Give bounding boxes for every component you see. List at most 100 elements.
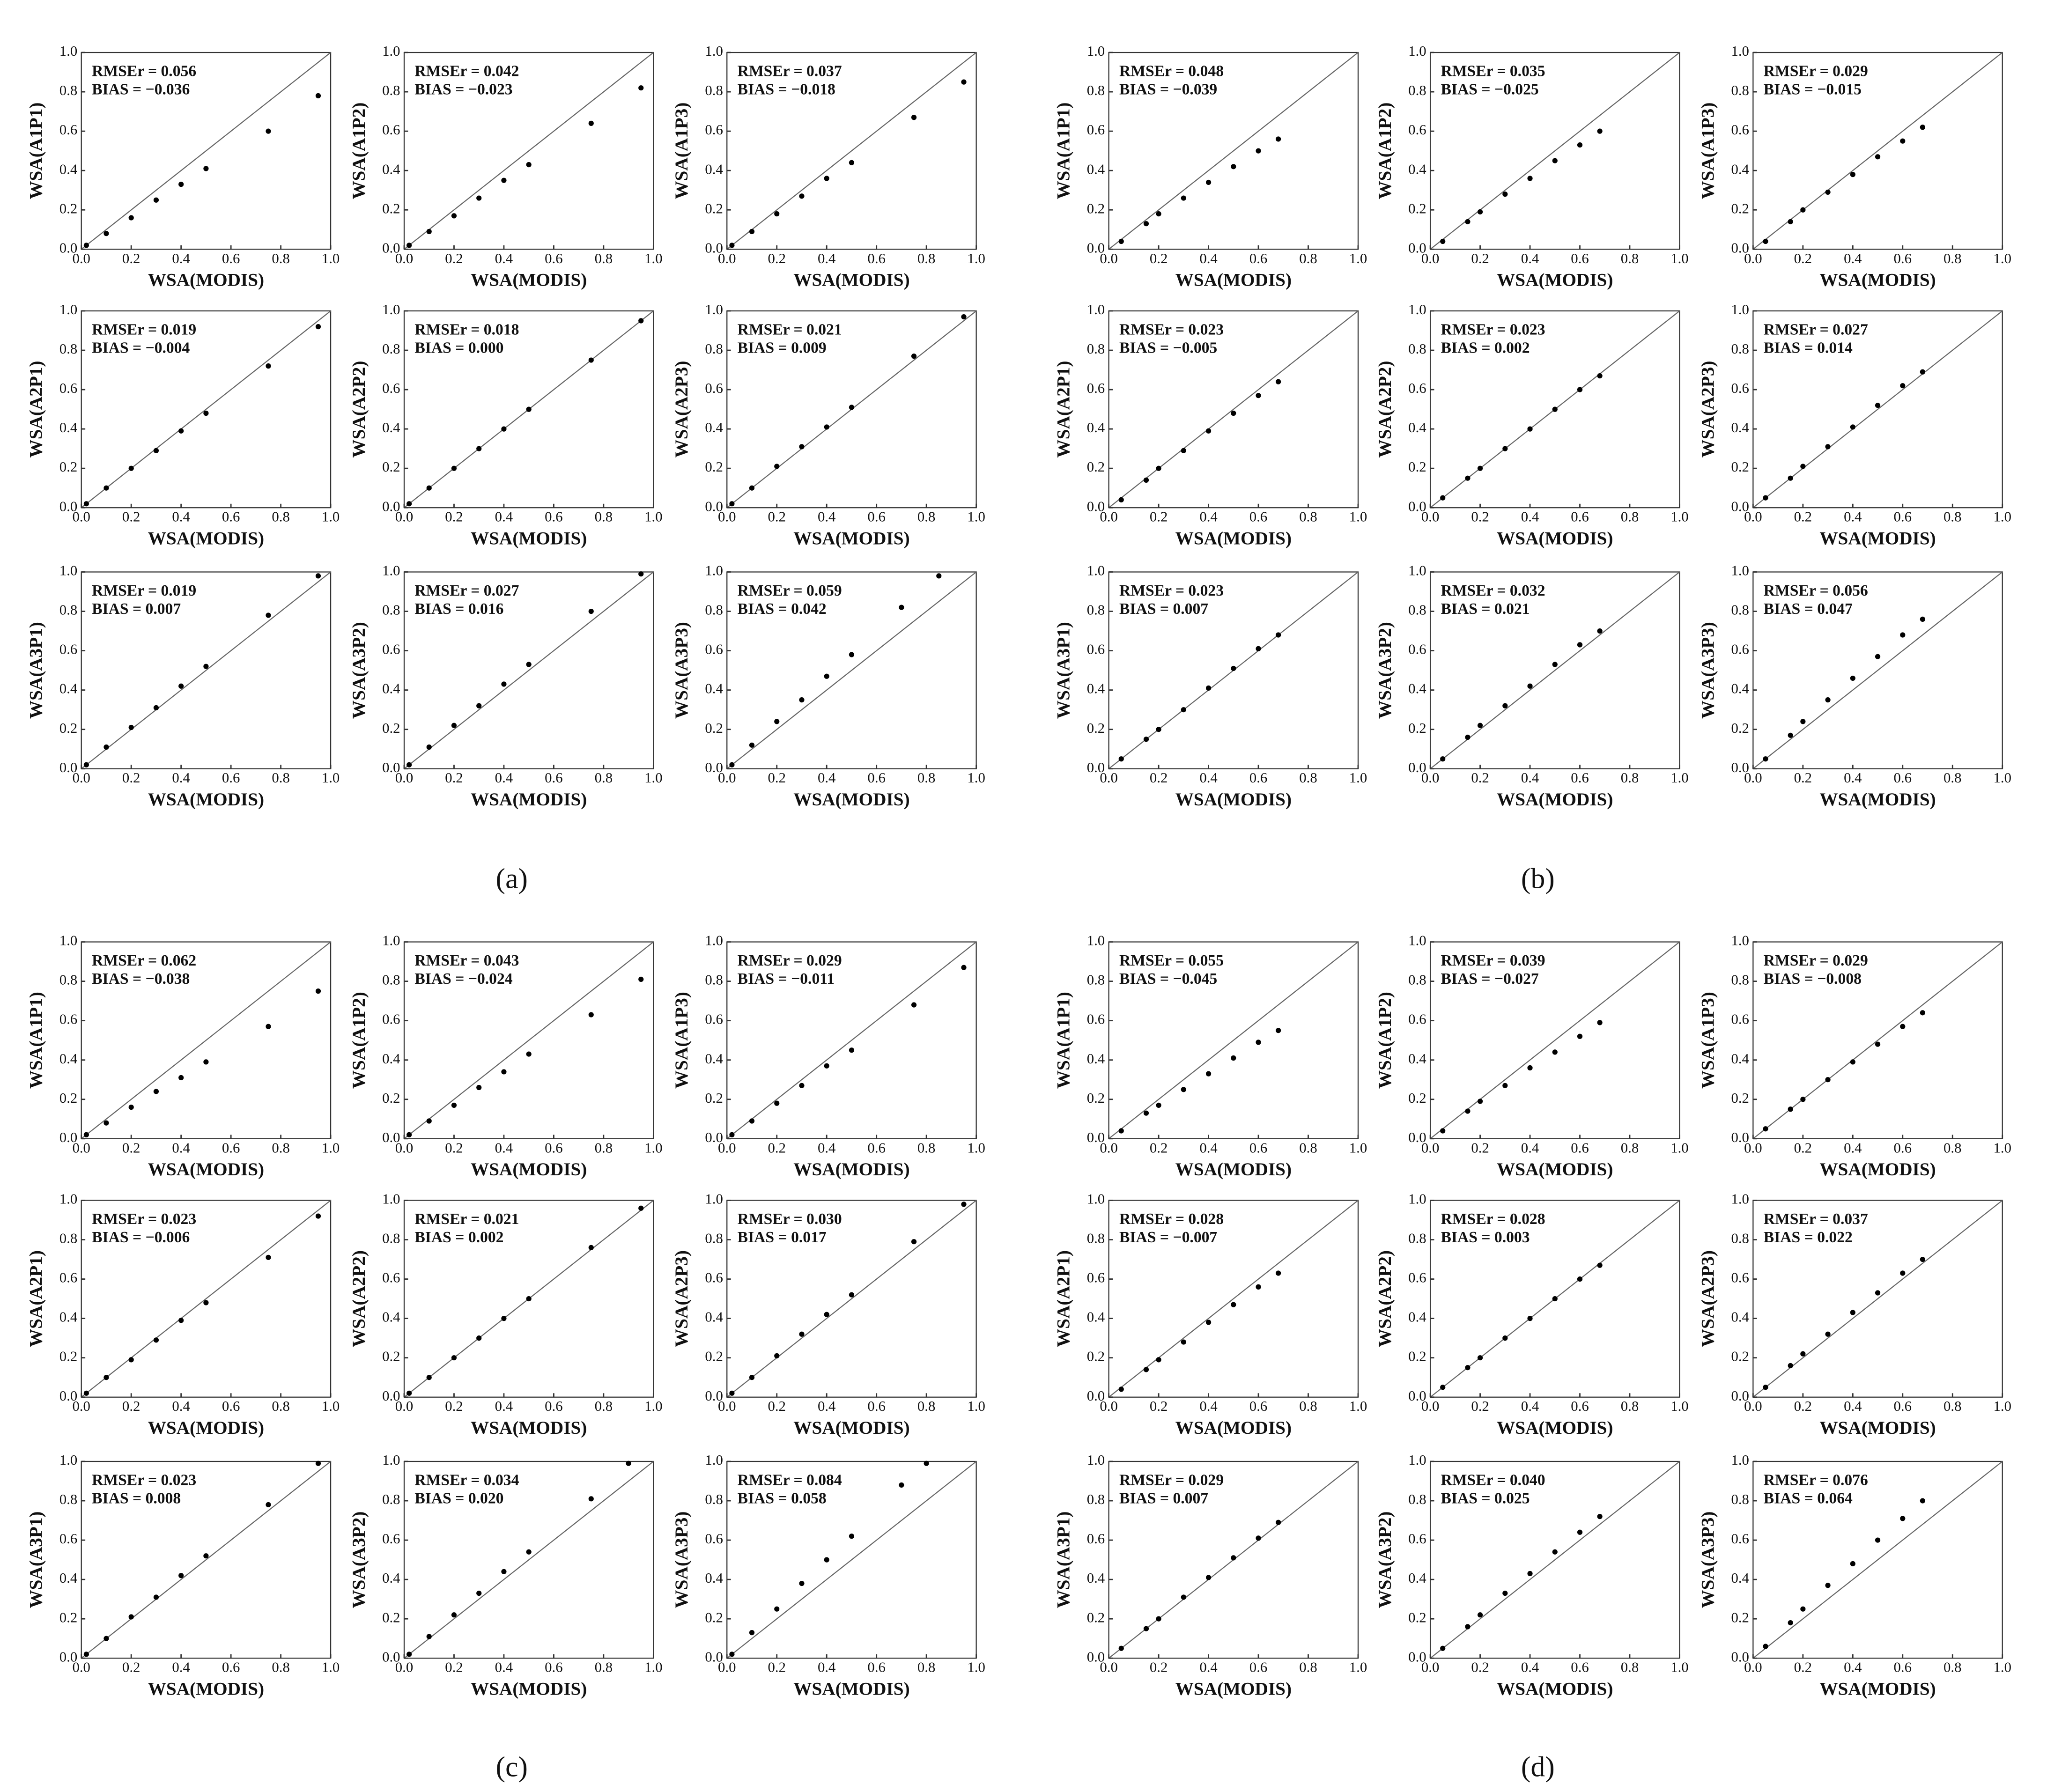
point (451, 723, 457, 728)
y-tick-label: 0.8 (59, 1491, 78, 1507)
y-tick-label: 1.0 (59, 43, 78, 59)
x-tick-label: 0.4 (495, 509, 513, 525)
subplot: 0.0 0.2 0.4 0.6 0.8 1.0 0.0 0.2 0.4 0.6 0.8 1.0 WSA(… (349, 302, 663, 549)
point (103, 485, 109, 491)
y-tick-label: 0.2 (1087, 1609, 1105, 1625)
x-tick-label: 0.4 (172, 1659, 190, 1675)
point (178, 683, 184, 689)
point (1920, 1010, 1925, 1016)
point (899, 1482, 904, 1488)
y-tick-label: 0.0 (1087, 240, 1105, 256)
y-tick-label: 0.2 (1408, 200, 1426, 216)
x-tick-label: 0.2 (1150, 1140, 1168, 1156)
x-tick-label: 0.6 (867, 1140, 886, 1156)
identity-line (404, 941, 654, 1139)
y-tick-label: 0.0 (382, 240, 400, 256)
point (1465, 1365, 1471, 1371)
stat-annotation: RMSEr = 0.023 (1119, 321, 1224, 338)
y-tick-label: 0.6 (1087, 1531, 1105, 1547)
x-tick-label: 0.4 (1199, 770, 1218, 786)
x-tick-label: 0.0 (72, 1140, 90, 1156)
point (774, 1353, 780, 1359)
point (315, 324, 321, 330)
point (1440, 756, 1446, 762)
y-tick-label: 0.2 (705, 1349, 723, 1364)
point (1825, 444, 1831, 450)
y-tick-label: 0.2 (59, 459, 78, 475)
point (1502, 1083, 1508, 1088)
x-axis-label: WSA(MODIS) (793, 789, 909, 810)
y-tick-label: 1.0 (1087, 563, 1105, 579)
stat-annotation: RMSEr = 0.023 (92, 1210, 196, 1228)
point (1231, 1555, 1236, 1561)
point (1256, 1040, 1261, 1045)
point (1118, 497, 1124, 503)
x-axis-label: WSA(MODIS) (471, 529, 587, 549)
y-tick-label: 0.4 (59, 1570, 78, 1586)
point (1597, 1262, 1603, 1268)
point (824, 1557, 829, 1563)
x-tick-label: 0.0 (1100, 770, 1118, 786)
y-tick-label: 1.0 (382, 302, 400, 317)
point (1276, 379, 1281, 384)
x-tick-label: 0.0 (72, 251, 90, 266)
x-tick-label: 1.0 (644, 251, 663, 266)
point (749, 229, 755, 235)
point (1527, 1065, 1533, 1071)
point (1276, 1519, 1281, 1525)
identity-line (726, 1461, 977, 1659)
y-tick-label: 0.0 (1408, 240, 1426, 256)
x-tick-label: 0.0 (718, 770, 736, 786)
point (1850, 1059, 1855, 1065)
x-tick-label: 0.0 (1421, 770, 1440, 786)
x-tick-label: 0.8 (917, 770, 936, 786)
y-tick-label: 0.4 (1731, 161, 1749, 177)
subplot: 0.0 0.2 0.4 0.6 0.8 1.0 0.0 0.2 0.4 0.6 0.8 1.0 WSA(… (1054, 43, 1367, 290)
point (178, 428, 184, 434)
point (961, 965, 967, 970)
y-axis-label: WSA(A2P3) (1698, 361, 1718, 458)
x-tick-label: 0.6 (222, 1398, 240, 1414)
x-axis-label: WSA(MODIS) (1175, 1418, 1292, 1438)
subplot: 0.0 0.2 0.4 0.6 0.8 1.0 0.0 0.2 0.4 0.6 0.8 1.0 WSA(… (1375, 1452, 1689, 1699)
y-tick-label: 0.8 (1731, 972, 1749, 988)
point (1156, 1357, 1161, 1363)
point (1118, 1645, 1124, 1651)
point (1156, 1102, 1161, 1108)
point (103, 1120, 109, 1126)
point (1552, 1296, 1558, 1302)
x-tick-label: 0.6 (1571, 509, 1589, 525)
x-tick-label: 1.0 (644, 770, 663, 786)
y-tick-label: 0.2 (1408, 459, 1426, 475)
x-axis-label: WSA(MODIS) (1175, 789, 1292, 810)
y-axis-label: WSA(A1P1) (1054, 103, 1074, 199)
x-tick-label: 1.0 (644, 1398, 663, 1414)
y-tick-label: 0.0 (382, 760, 400, 775)
point (1465, 734, 1471, 740)
x-tick-label: 0.8 (595, 770, 613, 786)
x-tick-label: 1.0 (1670, 1140, 1689, 1156)
point (451, 1355, 457, 1361)
x-tick-label: 0.6 (1894, 770, 1912, 786)
y-axis-label: WSA(A3P2) (349, 1512, 369, 1608)
x-tick-label: 0.8 (595, 509, 613, 525)
point (729, 762, 735, 767)
point (526, 1549, 532, 1555)
point (1900, 1516, 1906, 1521)
x-tick-label: 0.8 (1299, 1140, 1317, 1156)
y-tick-label: 0.2 (1087, 720, 1105, 736)
point (83, 1652, 89, 1657)
x-tick-label: 0.2 (1150, 1398, 1168, 1414)
stat-annotation: RMSEr = 0.021 (738, 321, 842, 338)
y-tick-label: 0.2 (1408, 720, 1426, 736)
y-tick-label: 0.8 (705, 1491, 723, 1507)
x-tick-label: 1.0 (1993, 1659, 2011, 1675)
x-tick-label: 0.2 (1150, 509, 1168, 525)
identity-line (1430, 52, 1680, 250)
point (638, 1205, 644, 1211)
x-tick-label: 0.4 (1199, 1140, 1218, 1156)
point (1205, 1320, 1212, 1325)
point (315, 988, 321, 994)
x-axis-label: WSA(MODIS) (793, 1679, 909, 1699)
